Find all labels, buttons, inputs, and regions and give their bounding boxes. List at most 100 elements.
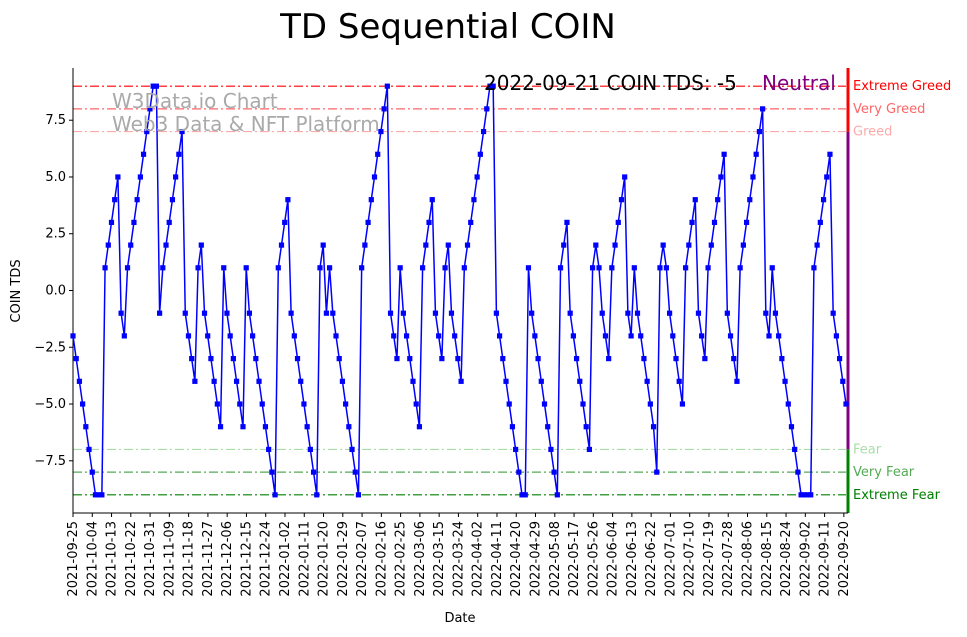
data-point: [92, 492, 99, 498]
data-point: [378, 128, 384, 135]
data-point: [570, 333, 576, 339]
x-tick-label-39: 2022-09-11: [818, 521, 833, 597]
data-point: [782, 378, 788, 384]
series-line: [72, 85, 847, 496]
data-point: [686, 242, 692, 248]
y-tick-label-5: 5.0: [45, 170, 66, 185]
data-point: [243, 265, 249, 271]
data-point: [606, 356, 612, 362]
data-point: [83, 424, 89, 430]
data-point: [121, 333, 127, 339]
x-tick-label-34: 2022-07-28: [721, 521, 736, 597]
data-point: [647, 401, 653, 407]
data-point: [756, 128, 762, 135]
y-axis-label: COIN TDS: [9, 259, 24, 322]
level-label-4: Very Fear: [853, 465, 915, 480]
data-point: [407, 356, 413, 362]
data-point: [403, 333, 410, 339]
data-point: [464, 242, 471, 248]
data-point: [525, 265, 532, 271]
data-point: [211, 378, 217, 384]
data-point: [455, 356, 461, 362]
data-point: [96, 492, 102, 498]
data-point: [336, 356, 342, 362]
x-tick-label-21: 2022-04-02: [471, 521, 486, 597]
data-point: [766, 333, 772, 339]
data-point: [269, 469, 275, 475]
data-point: [420, 265, 426, 271]
data-point: [275, 265, 281, 271]
data-point: [468, 219, 474, 225]
series-layer: [70, 83, 849, 498]
data-point: [266, 446, 272, 453]
data-point: [314, 492, 320, 498]
data-point: [654, 469, 660, 475]
data-point: [760, 106, 766, 112]
data-point: [804, 492, 811, 498]
data-point: [294, 356, 301, 362]
x-tick-label-2: 2021-10-13: [105, 521, 120, 597]
data-point: [737, 265, 743, 271]
data-point: [602, 333, 609, 339]
data-point: [522, 492, 528, 498]
data-point: [323, 310, 329, 316]
data-point: [474, 174, 480, 180]
x-tick-label-4: 2021-10-31: [143, 521, 158, 597]
sentiment-label: Neutral: [762, 71, 836, 95]
latest-value-annotation: 2022-09-21 COIN TDS: -5: [484, 71, 737, 95]
x-tick-label-37: 2022-08-24: [779, 521, 794, 597]
data-point: [490, 83, 496, 89]
data-point: [509, 424, 516, 430]
x-tick-label-22: 2022-04-11: [490, 521, 505, 597]
data-point: [734, 378, 740, 384]
data-point: [535, 356, 541, 362]
data-point: [426, 219, 432, 225]
data-point: [618, 197, 625, 203]
data-point: [493, 310, 499, 316]
data-point: [695, 310, 702, 316]
data-point: [538, 378, 544, 384]
x-tick-label-0: 2021-09-25: [66, 521, 81, 597]
data-point: [554, 492, 560, 498]
data-point: [423, 242, 429, 248]
data-point: [288, 310, 294, 316]
data-point: [638, 333, 644, 339]
data-point: [484, 106, 490, 112]
data-point: [583, 424, 589, 430]
data-point: [461, 265, 467, 271]
data-point: [214, 401, 220, 407]
data-point: [477, 151, 483, 157]
data-point: [285, 197, 291, 203]
data-point: [304, 424, 310, 430]
data-point: [628, 333, 634, 339]
data-point: [240, 424, 246, 430]
data-point: [772, 310, 779, 316]
data-point: [169, 197, 176, 203]
data-point: [166, 219, 172, 225]
data-point: [99, 492, 105, 498]
data-point: [660, 242, 666, 248]
data-point: [529, 310, 535, 316]
data-point: [448, 310, 455, 316]
data-point: [384, 83, 390, 89]
data-point: [586, 446, 592, 453]
data-point: [201, 310, 208, 316]
data-point: [471, 197, 477, 203]
x-tick-label-33: 2022-07-19: [702, 521, 717, 597]
data-point: [692, 197, 698, 203]
data-point: [593, 242, 599, 248]
data-point: [827, 151, 833, 157]
data-point: [506, 401, 512, 407]
data-point: [721, 151, 727, 157]
data-point: [230, 356, 236, 362]
data-point: [776, 333, 782, 339]
data-point: [144, 128, 150, 135]
data-point: [824, 174, 830, 180]
x-tick-label-20: 2022-03-24: [451, 521, 466, 597]
x-tick-label-12: 2022-01-11: [297, 521, 312, 597]
data-point: [150, 83, 156, 89]
x-tick-label-35: 2022-08-06: [741, 521, 756, 597]
data-point: [233, 378, 240, 384]
data-point: [317, 265, 323, 271]
